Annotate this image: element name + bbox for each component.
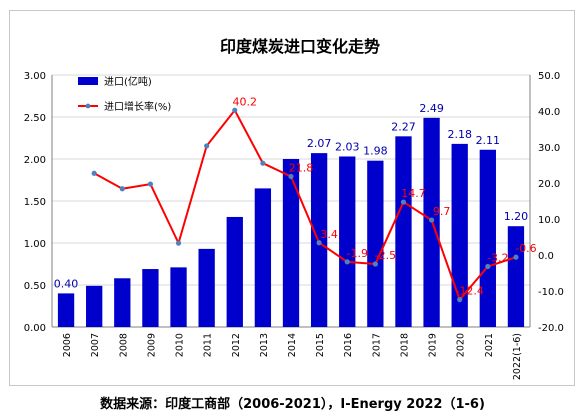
bar-data-label: 2.03 xyxy=(335,140,360,153)
x-axis-tick-label: 2012 xyxy=(231,333,242,357)
bar-data-label: 0.40 xyxy=(54,277,79,290)
growth-rate-point xyxy=(288,173,294,180)
source-note: 数据来源：印度工商部（2006-2021），I-Energy 2022（1-6) xyxy=(100,397,485,412)
bar xyxy=(367,160,384,327)
right-axis-tick-label: -10.0 xyxy=(538,287,564,298)
bar xyxy=(86,285,103,327)
left-axis-tick-label: 2.50 xyxy=(24,113,46,124)
chart-title: 印度煤炭进口变化走势 xyxy=(220,37,380,56)
bar xyxy=(479,149,496,327)
x-axis-tick-label: 2008 xyxy=(118,333,129,357)
growth-rate-point xyxy=(428,217,435,223)
x-axis-tick-label: 2015 xyxy=(315,333,326,357)
bar xyxy=(142,269,159,327)
legend-swatch-imports xyxy=(78,77,98,85)
right-axis-tick-label: 10.0 xyxy=(538,215,560,226)
x-axis-tick-label: 2019 xyxy=(428,333,439,357)
growth-rate-line xyxy=(93,108,517,302)
line-data-label: -0.6 xyxy=(515,242,536,255)
growth-rate-point xyxy=(344,259,350,265)
growth-rate-point xyxy=(147,181,154,187)
line-data-label: -12.4 xyxy=(455,285,483,298)
right-axis-tick-label: 20.0 xyxy=(538,179,560,190)
left-axis-tick-label: 0.00 xyxy=(24,323,46,334)
x-axis-tick-label: 2022(1-6) xyxy=(512,333,523,380)
right-axis-tick-label: 40.0 xyxy=(538,107,560,118)
x-axis-tick-label: 2018 xyxy=(399,333,410,357)
growth-rate-point xyxy=(485,263,491,270)
left-axis-tick-label: 2.00 xyxy=(24,155,46,166)
growth-rate-point xyxy=(204,143,210,149)
bar xyxy=(339,156,356,327)
line-data-label: -2.5 xyxy=(375,249,396,262)
growth-rate-point xyxy=(91,170,97,176)
growth-rate-point xyxy=(119,186,125,192)
x-axis-tick-label: 2017 xyxy=(371,333,382,357)
x-axis-tick-label: 2021 xyxy=(484,333,495,357)
line-data-label: 40.2 xyxy=(233,95,258,108)
growth-rate-point xyxy=(400,199,407,205)
legend-marker-growth xyxy=(85,103,91,109)
x-axis-tick-label: 2013 xyxy=(259,333,270,357)
growth-rate-point xyxy=(232,107,238,113)
bar xyxy=(114,278,131,327)
x-axis-tick-label: 2011 xyxy=(203,333,214,357)
left-axis-tick-label: 0.50 xyxy=(24,281,46,292)
growth-rate-point xyxy=(260,160,266,166)
x-axis-tick-label: 2010 xyxy=(175,333,186,357)
bar xyxy=(170,267,187,327)
x-axis-tick-label: 2020 xyxy=(456,333,467,357)
growth-rate-point xyxy=(175,240,182,246)
bar xyxy=(451,143,468,327)
legend-label-imports: 进口(亿吨) xyxy=(104,75,152,88)
bar-data-label: 2.18 xyxy=(447,128,472,141)
x-axis-tick-label: 2006 xyxy=(62,333,73,357)
left-axis-tick-label: 1.00 xyxy=(24,239,46,250)
line-data-label: 3.4 xyxy=(320,228,338,241)
x-axis-tick-label: 2009 xyxy=(146,333,157,357)
right-axis-tick-label: -20.0 xyxy=(538,323,564,334)
growth-rate-point xyxy=(316,240,322,246)
bar-data-label: 2.11 xyxy=(476,134,501,147)
bar xyxy=(226,216,243,327)
right-axis-tick-label: 30.0 xyxy=(538,143,560,154)
growth-rate-point xyxy=(513,254,519,260)
bar xyxy=(395,136,412,327)
bar-data-label: 2.27 xyxy=(391,120,416,133)
left-axis-tick-label: 3.00 xyxy=(24,71,46,82)
right-axis-tick-label: 50.0 xyxy=(538,71,560,82)
bar-data-label: 2.07 xyxy=(307,137,332,150)
bar xyxy=(507,226,525,327)
line-data-label: -1.9 xyxy=(347,247,368,260)
bar xyxy=(310,153,328,327)
right-axis-tick-label: 0.0 xyxy=(538,251,554,262)
chart: 印度煤炭进口变化走势 0.00 0.50 1.00 1.50 2.00 2.50 3.00 -2… xyxy=(24,37,564,380)
bar-data-label: 1.98 xyxy=(363,145,388,158)
left-axis-tick-label: 1.50 xyxy=(24,197,46,208)
growth-rate-point xyxy=(457,297,463,303)
bar xyxy=(57,293,75,327)
x-axis-tick-label: 2014 xyxy=(287,333,298,357)
line-data-label: -3.2 xyxy=(487,252,508,265)
legend-label-growth: 进口增长率(%) xyxy=(104,100,171,113)
bar xyxy=(198,248,215,327)
bar-data-label: 1.20 xyxy=(504,210,529,223)
x-axis-tick-label: 2016 xyxy=(343,333,354,357)
growth-rate-point xyxy=(372,261,378,267)
bar-data-label: 2.49 xyxy=(419,102,444,115)
line-data-label: 9.7 xyxy=(433,205,451,218)
x-axis-tick-label: 2007 xyxy=(90,333,101,357)
bar xyxy=(254,188,272,327)
line-data-label: 21.8 xyxy=(289,162,314,175)
line-data-label: 14.7 xyxy=(401,187,426,200)
bar xyxy=(282,159,300,327)
